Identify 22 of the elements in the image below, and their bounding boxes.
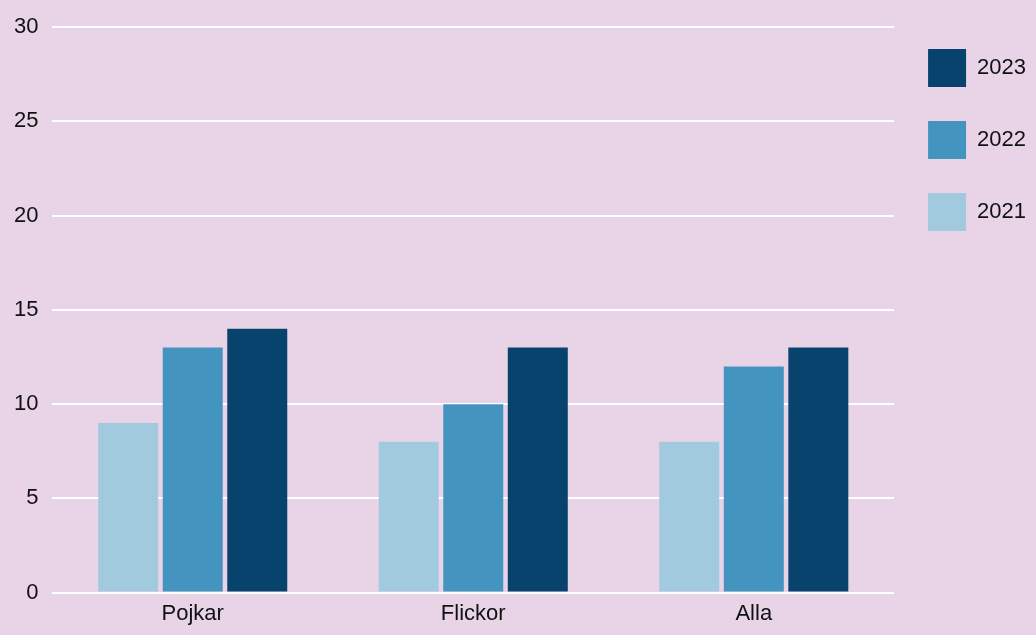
bar — [723, 366, 784, 592]
x-tick-label: Flickor — [440, 599, 506, 625]
bar — [507, 347, 568, 592]
y-tick-label: 25 — [13, 107, 39, 133]
bar — [659, 441, 720, 592]
y-tick-label: 15 — [13, 295, 39, 321]
y-tick-label: 0 — [26, 578, 39, 604]
y-tick-label: 5 — [26, 484, 39, 510]
x-tick-label: Pojkar — [161, 599, 224, 625]
bar — [227, 328, 288, 592]
legend-label: 2023 — [977, 54, 1027, 80]
y-tick-label: 10 — [13, 390, 39, 416]
y-tick-label: 30 — [13, 13, 39, 39]
bar — [788, 347, 849, 592]
y-tick-label: 20 — [13, 201, 39, 227]
legend-label: 2022 — [977, 126, 1027, 152]
bar — [98, 422, 159, 592]
bar — [162, 347, 223, 592]
bar — [378, 441, 439, 592]
bar — [443, 404, 504, 592]
legend-label: 2021 — [977, 198, 1027, 224]
x-tick-label: Alla — [735, 599, 773, 625]
